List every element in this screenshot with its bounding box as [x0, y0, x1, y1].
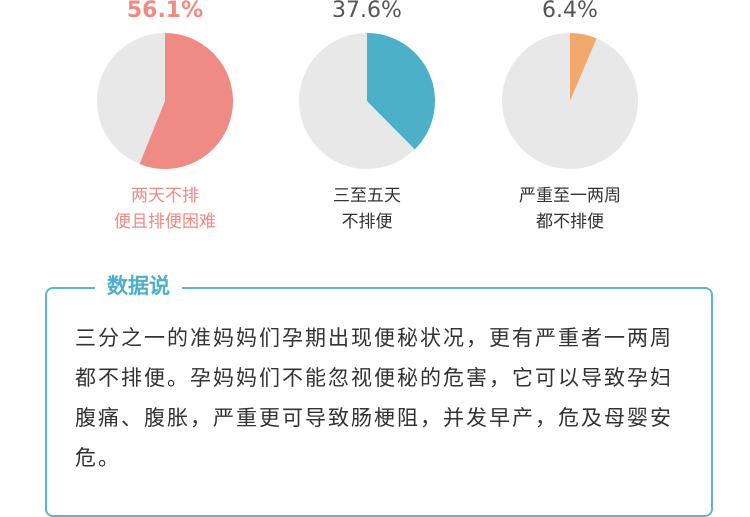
value-label: 37.6% — [332, 0, 402, 23]
category-label: 两天不排 便且排便困难 — [114, 186, 216, 232]
note-title: 数据说 — [95, 270, 182, 300]
note-text: 三分之一的准妈妈们孕期出现便秘状况，更有严重者一两周都不排便。孕妈妈们不能忽视便… — [75, 326, 673, 470]
category-label: 严重至一两周 都不排便 — [519, 186, 621, 232]
category-label: 三至五天 不排便 — [333, 186, 401, 232]
pie-slice — [570, 33, 597, 101]
value-label: 6.4% — [542, 0, 598, 23]
page: 数据说 三分之一的准妈妈们孕期出现便秘状况，更有严重者一两周都不排便。孕妈妈们不… — [45, 0, 713, 517]
pie-slice — [139, 33, 233, 169]
charts — [97, 33, 638, 169]
value-label: 56.1% — [126, 0, 204, 23]
pie-slice — [367, 33, 435, 150]
